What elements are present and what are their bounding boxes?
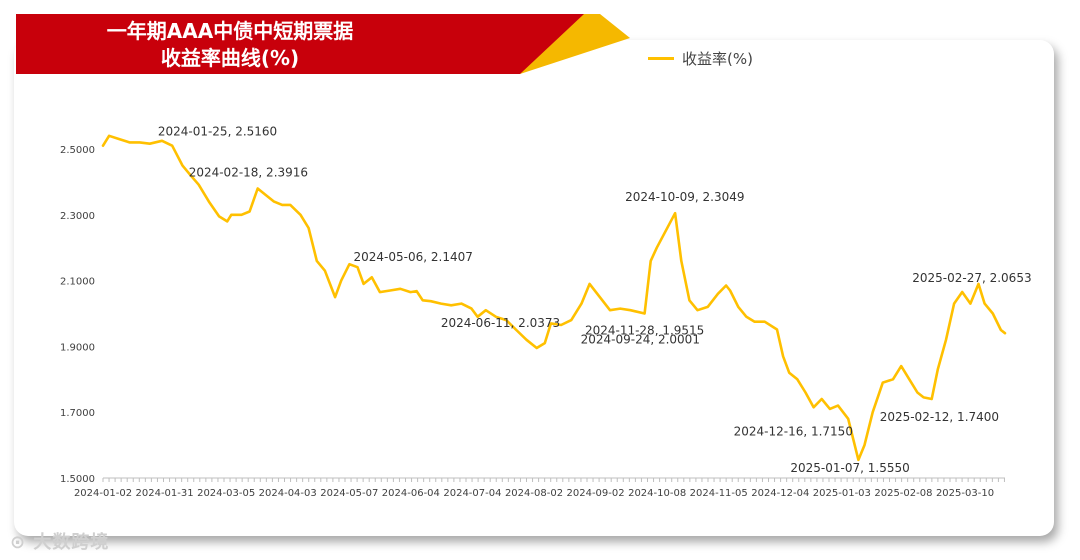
watermark: ⊙ 大数跨境 <box>10 528 109 554</box>
data-label: 2024-01-25, 2.5160 <box>158 125 277 139</box>
y-tick-label: 1.7000 <box>60 408 95 419</box>
x-tick-label: 2024-07-04 <box>443 488 501 499</box>
x-tick-label: 2024-10-08 <box>628 488 686 499</box>
chart-card <box>14 40 1054 536</box>
data-label: 2025-02-12, 1.7400 <box>880 410 999 424</box>
y-tick-label: 2.3000 <box>60 211 95 222</box>
x-tick-label: 2024-06-04 <box>382 488 440 499</box>
axes: 2.5000 2.3000 2.1000 1.9000 1.7000 1.5000 2024… <box>60 145 1005 499</box>
x-tick-label: 2024-04-03 <box>259 488 317 499</box>
x-tick-label: 2024-12-04 <box>751 488 809 499</box>
banner-red-band <box>16 14 584 74</box>
watermark-text: 大数跨境 <box>33 532 110 553</box>
x-tick-label: 2024-05-07 <box>320 488 378 499</box>
legend: 收益率(%) <box>648 48 753 69</box>
data-label: 2024-06-11, 2.0373 <box>441 316 560 330</box>
x-tick-label: 2025-02-08 <box>874 488 932 499</box>
watermark-logo-icon: ⊙ <box>10 532 27 553</box>
x-tick-label: 2024-08-02 <box>505 488 563 499</box>
annotations: 2024-01-25, 2.5160 2024-02-18, 2.3916 2024… <box>158 125 1032 475</box>
legend-label: 收益率(%) <box>682 50 753 68</box>
data-label: 2025-02-27, 2.0653 <box>912 271 1031 285</box>
legend-swatch <box>648 57 674 60</box>
data-label: 2024-10-09, 2.3049 <box>625 190 744 204</box>
chart-title-line-1: 一年期AAA中债中短期票据 <box>106 19 354 43</box>
data-label: 2024-02-18, 2.3916 <box>189 166 308 180</box>
data-label: 2024-11-28, 1.9515 <box>585 323 704 337</box>
series-line <box>101 134 1007 462</box>
data-label: 2024-05-06, 2.1407 <box>354 250 473 264</box>
x-tick-label: 2024-03-05 <box>197 488 255 499</box>
chart-title-line-2: 收益率曲线(%) <box>160 46 300 70</box>
y-tick-label: 1.5000 <box>60 474 95 485</box>
y-tick-label: 2.1000 <box>60 277 95 288</box>
y-tick-label: 1.9000 <box>60 342 95 353</box>
chart-title: 一年期AAA中债中短期票据 收益率曲线(%) <box>20 18 440 72</box>
x-tick-label: 2025-01-03 <box>813 488 871 499</box>
data-label: 2025-01-07, 1.5550 <box>790 461 909 475</box>
title-banner <box>16 14 630 74</box>
x-tick-label: 2025-03-10 <box>936 488 994 499</box>
data-label: 2024-09-24, 2.0001 <box>581 332 700 346</box>
x-tick-label: 2024-09-02 <box>567 488 625 499</box>
x-tick-label: 2024-01-31 <box>136 488 194 499</box>
series <box>101 134 1007 462</box>
x-tick-label: 2024-11-05 <box>690 488 748 499</box>
x-tick-label: 2024-01-02 <box>74 488 132 499</box>
y-tick-label: 2.5000 <box>60 145 95 156</box>
data-label: 2024-12-16, 1.7150 <box>734 424 853 438</box>
